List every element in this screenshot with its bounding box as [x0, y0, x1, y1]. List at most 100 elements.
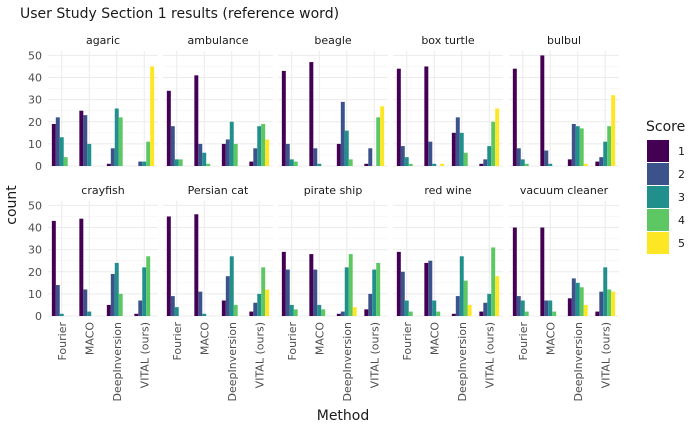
bar	[138, 300, 143, 316]
bar	[106, 304, 111, 316]
bar	[408, 311, 413, 316]
bar	[142, 161, 147, 166]
facet-agaric: agaric 0 10 20 30 40 50	[28, 34, 158, 173]
bar	[257, 293, 262, 316]
bar	[599, 157, 604, 166]
bar	[611, 95, 616, 166]
bar	[317, 163, 322, 166]
x-tick-label: DeepInversion	[456, 322, 469, 402]
bar	[595, 311, 600, 316]
bar	[293, 309, 298, 316]
bar	[583, 304, 588, 316]
x-tick-label: VITAL (ours)	[483, 322, 496, 388]
facet-label: vacuum cleaner	[520, 184, 609, 197]
y-tick-label: 50	[28, 49, 42, 62]
bar	[253, 302, 258, 316]
facet-label: pirate ship	[304, 184, 363, 197]
bar	[317, 304, 322, 316]
bar	[142, 267, 147, 316]
bar	[229, 256, 234, 316]
bar	[344, 130, 349, 166]
bar	[198, 291, 203, 316]
bar	[221, 300, 226, 316]
bar	[261, 123, 266, 166]
bar	[400, 146, 405, 166]
panel-background	[163, 51, 273, 166]
legend-label: 2	[678, 168, 685, 181]
legend-title: Score	[646, 119, 685, 135]
bar	[138, 161, 143, 166]
facet-label: beagle	[314, 34, 352, 47]
bar	[607, 289, 612, 316]
x-tick-label: VITAL (ours)	[368, 322, 381, 388]
bar	[344, 267, 349, 316]
bar	[289, 159, 294, 166]
bar	[59, 137, 64, 166]
x-axis-title: Method	[317, 408, 370, 424]
bar	[348, 254, 353, 316]
bar	[348, 159, 353, 166]
bar	[424, 66, 429, 166]
bar	[579, 287, 584, 316]
bar	[483, 159, 488, 166]
bar	[491, 247, 496, 316]
x-tick-label: Fourier	[56, 322, 69, 361]
bar	[372, 269, 377, 316]
bar	[567, 159, 572, 166]
bar	[225, 276, 230, 316]
bar	[368, 293, 373, 316]
bar	[451, 313, 456, 316]
bar	[428, 260, 433, 316]
bar	[451, 132, 456, 166]
bar	[55, 117, 60, 166]
bar	[487, 146, 492, 166]
facet-vacuum-cleaner: vacuum cleaner Fourier MACO DeepInversion VI…	[509, 184, 619, 402]
bar	[170, 126, 175, 166]
bar	[364, 163, 369, 166]
bar	[428, 141, 433, 166]
bar	[166, 216, 171, 316]
bar	[467, 304, 472, 316]
bar	[544, 300, 549, 316]
bar	[495, 108, 500, 166]
bar	[544, 150, 549, 166]
bar	[512, 227, 517, 316]
legend-label: 5	[678, 237, 685, 250]
x-tick-label: Fourier	[171, 322, 184, 361]
legend-label: 4	[678, 214, 685, 227]
y-tick-label: 30	[28, 244, 42, 257]
bar	[579, 128, 584, 166]
legend-label: 1	[678, 145, 685, 158]
bar	[540, 55, 545, 166]
bar	[432, 163, 437, 166]
bar	[233, 143, 238, 166]
x-tick-label: MACO	[198, 322, 211, 356]
bar	[595, 161, 600, 166]
x-tick-label: MACO	[428, 322, 441, 356]
x-tick-label: Fourier	[401, 322, 414, 361]
facet-label: box turtle	[421, 34, 475, 47]
y-tick-label: 10	[28, 138, 42, 151]
bar	[575, 282, 580, 316]
bar	[487, 293, 492, 316]
x-tick-label: MACO	[313, 322, 326, 356]
bar	[552, 311, 557, 316]
bar	[202, 152, 207, 166]
bar	[548, 163, 553, 166]
bar	[336, 143, 341, 166]
y-tick-label: 40	[28, 222, 42, 235]
bar	[233, 304, 238, 316]
y-tick-label: 50	[28, 199, 42, 212]
bar	[512, 68, 517, 166]
bar	[479, 163, 484, 166]
x-tick-label: VITAL (ours)	[138, 322, 151, 388]
panel-background	[163, 201, 273, 316]
panel-background	[48, 201, 158, 316]
bar	[118, 117, 123, 166]
bar	[114, 262, 119, 316]
bar	[146, 141, 151, 166]
bar	[583, 163, 588, 166]
bar	[599, 291, 604, 316]
x-tick-label: DeepInversion	[111, 322, 124, 402]
bar	[198, 143, 203, 166]
